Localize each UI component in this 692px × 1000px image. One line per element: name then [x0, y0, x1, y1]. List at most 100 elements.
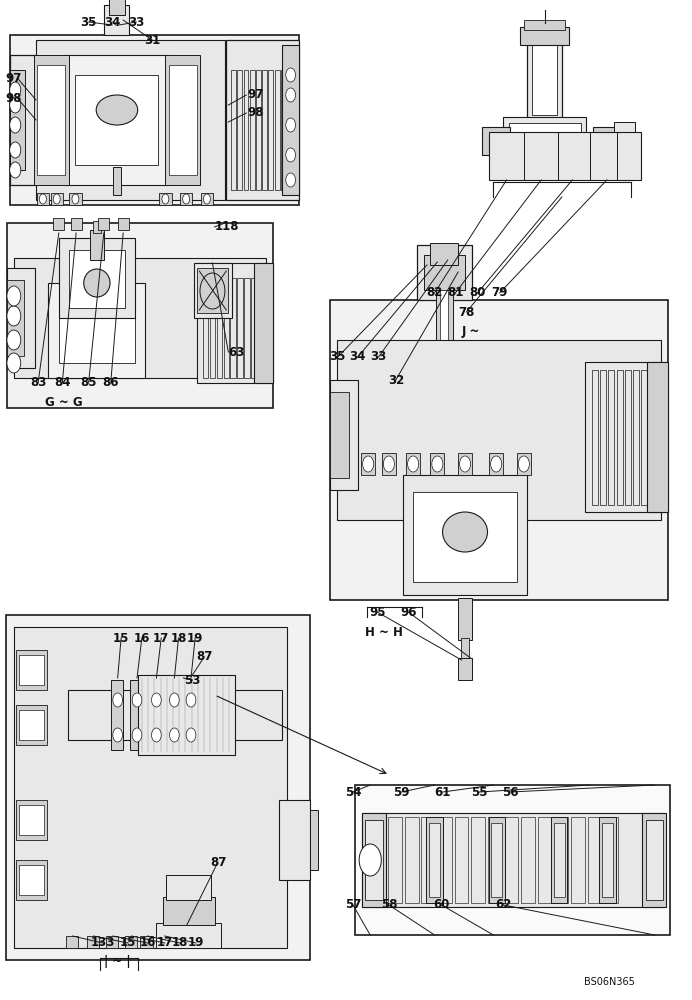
Bar	[455, 817, 468, 903]
Bar	[330, 300, 668, 600]
Bar	[19, 710, 44, 740]
Circle shape	[183, 194, 190, 204]
Bar	[125, 936, 137, 948]
Bar	[417, 245, 472, 300]
Bar	[509, 123, 581, 159]
Bar	[633, 370, 639, 505]
Text: 87: 87	[210, 856, 226, 868]
Text: H ~ H: H ~ H	[365, 626, 403, 639]
Bar	[256, 70, 261, 190]
Bar	[471, 817, 485, 903]
Bar	[424, 255, 465, 290]
Bar	[361, 453, 375, 475]
Circle shape	[7, 306, 21, 326]
Circle shape	[286, 118, 295, 132]
Text: 95: 95	[369, 605, 385, 618]
Bar	[614, 122, 635, 160]
Bar	[109, 0, 125, 15]
Bar	[217, 278, 222, 378]
Bar	[488, 817, 502, 903]
Circle shape	[10, 162, 21, 178]
Bar	[281, 70, 286, 190]
Bar	[489, 132, 641, 180]
Circle shape	[170, 693, 179, 707]
Circle shape	[10, 97, 21, 113]
Circle shape	[518, 456, 529, 472]
Bar	[461, 638, 469, 660]
Text: 87: 87	[196, 650, 212, 664]
Bar	[641, 370, 648, 505]
Text: 57: 57	[345, 898, 361, 912]
Bar	[251, 278, 257, 378]
Text: 15: 15	[113, 632, 129, 645]
Circle shape	[186, 693, 196, 707]
Bar	[130, 680, 143, 750]
Bar	[180, 193, 192, 205]
Bar	[159, 193, 172, 205]
Bar	[98, 218, 109, 230]
Bar	[231, 70, 236, 190]
Bar	[111, 680, 123, 750]
Bar	[438, 817, 452, 903]
Text: J ~: J ~	[462, 326, 480, 338]
Text: 84: 84	[54, 376, 71, 389]
Bar	[310, 810, 318, 870]
Bar	[599, 817, 616, 903]
Bar	[197, 263, 273, 383]
Circle shape	[152, 728, 161, 742]
Bar	[647, 362, 668, 512]
Bar	[650, 370, 656, 505]
Bar	[75, 75, 158, 165]
Bar	[524, 20, 565, 30]
Bar	[426, 817, 443, 903]
Circle shape	[286, 173, 295, 187]
Text: 56: 56	[502, 786, 518, 798]
Text: 61: 61	[435, 786, 451, 798]
Bar	[585, 362, 668, 512]
Text: 82: 82	[426, 286, 443, 300]
Text: 83: 83	[30, 376, 46, 389]
Circle shape	[10, 142, 21, 158]
Bar	[19, 805, 44, 835]
Bar	[244, 278, 250, 378]
Text: 19: 19	[188, 936, 204, 950]
Text: 33: 33	[128, 15, 145, 28]
Bar	[53, 218, 64, 230]
Circle shape	[39, 194, 46, 204]
Circle shape	[72, 194, 79, 204]
Text: 54: 54	[345, 786, 361, 798]
Text: 133: 133	[90, 936, 115, 950]
Bar	[330, 392, 349, 478]
Bar	[262, 70, 267, 190]
Text: 62: 62	[495, 898, 512, 912]
Text: 59: 59	[393, 786, 410, 798]
Text: 34: 34	[104, 15, 121, 28]
Bar	[14, 627, 287, 948]
Text: G ~ G: G ~ G	[45, 395, 82, 408]
Circle shape	[408, 456, 419, 472]
Bar	[532, 45, 557, 115]
Bar	[7, 223, 273, 408]
Bar	[551, 817, 567, 903]
Bar	[571, 817, 585, 903]
Text: 19: 19	[187, 632, 203, 645]
Bar	[19, 865, 44, 895]
Bar	[646, 820, 663, 900]
Bar	[617, 370, 623, 505]
Ellipse shape	[96, 95, 138, 125]
Bar	[166, 875, 211, 900]
Text: 16: 16	[139, 936, 156, 950]
Bar	[554, 823, 565, 897]
Bar	[7, 280, 24, 356]
Bar	[184, 680, 197, 750]
Bar	[365, 820, 383, 900]
Circle shape	[383, 456, 394, 472]
Text: 34: 34	[349, 351, 366, 363]
Bar	[330, 380, 358, 490]
Bar	[34, 55, 69, 185]
Bar	[254, 263, 273, 383]
Bar	[268, 70, 273, 190]
Bar	[588, 817, 601, 903]
Bar	[203, 278, 208, 378]
Bar	[201, 193, 213, 205]
